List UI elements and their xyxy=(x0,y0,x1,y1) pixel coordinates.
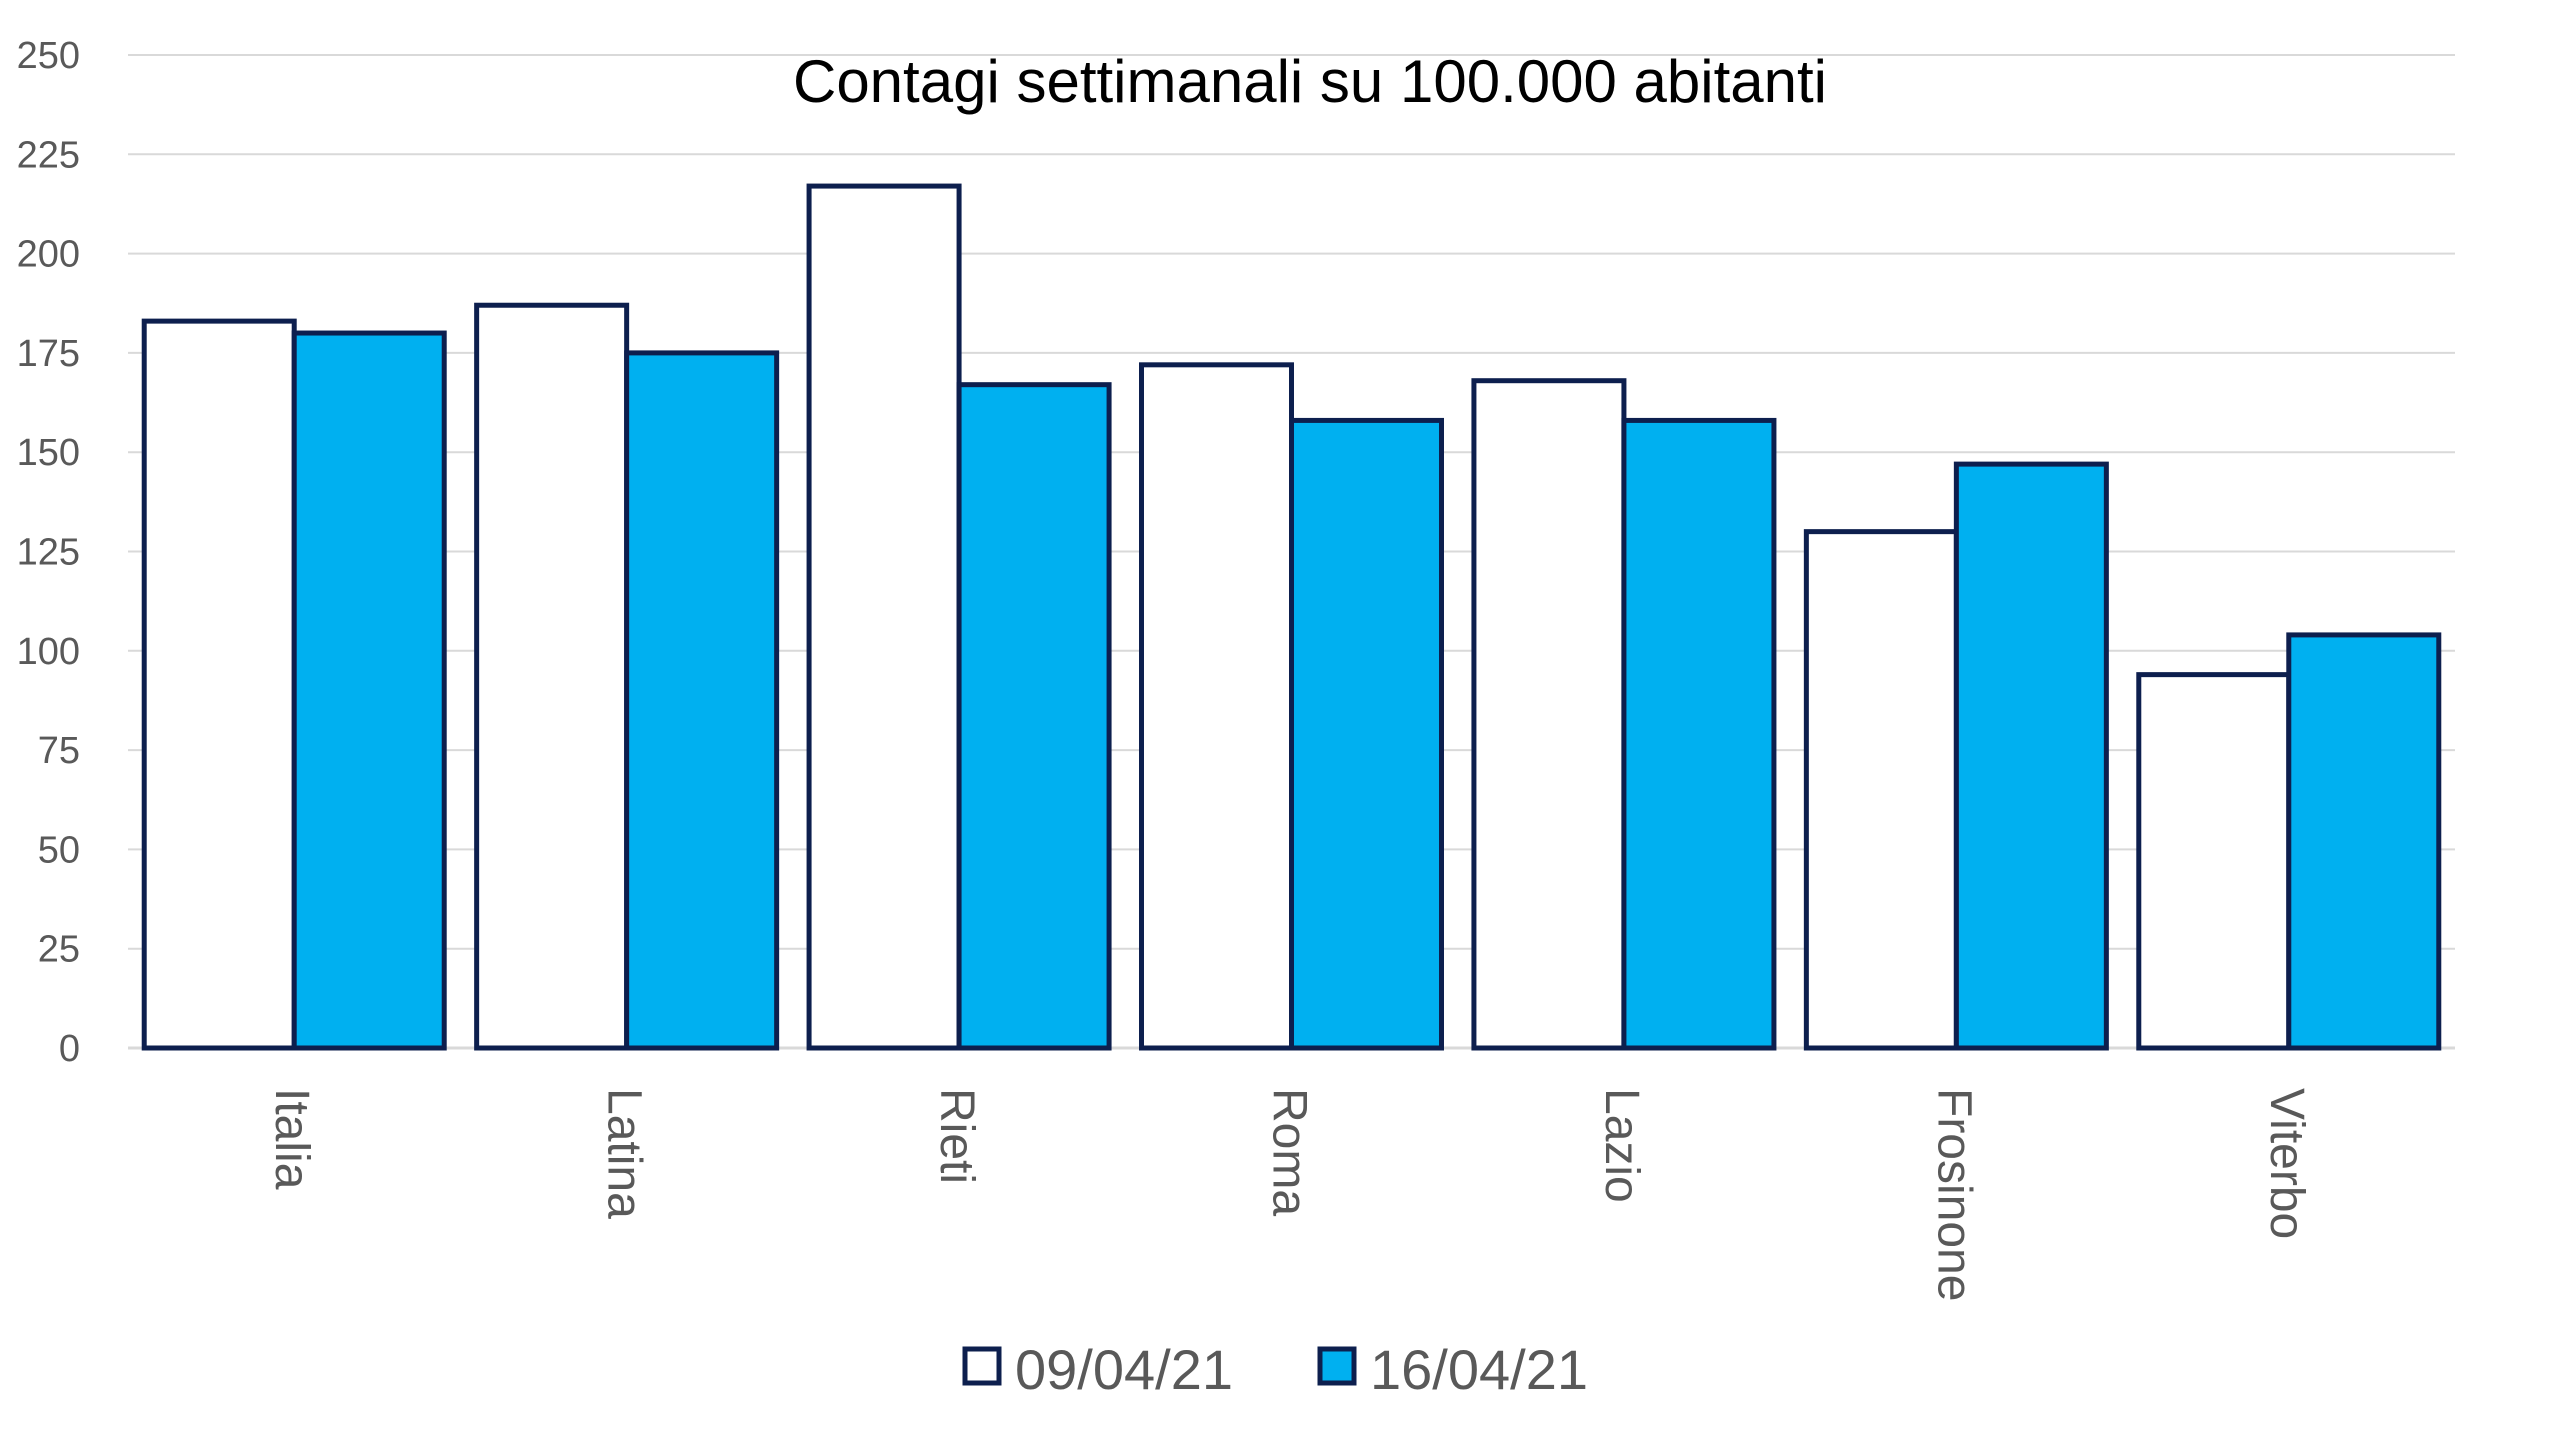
y-tick-label: 75 xyxy=(38,730,80,772)
y-tick-label: 50 xyxy=(38,829,80,871)
y-axis-tick-labels: 0 25 50 75 100 125 150 175 200 225 250 xyxy=(17,35,80,1070)
chart-title: Contagi settimanali su 100.000 abitanti xyxy=(793,48,1827,115)
y-tick-label: 125 xyxy=(17,532,80,574)
x-tick-label: Latina xyxy=(598,1088,651,1219)
y-tick-label: 250 xyxy=(17,35,80,77)
bar-series-2-viterbo xyxy=(2286,632,2442,1051)
bar-series-2-frosinone xyxy=(1953,461,2109,1051)
legend: 09/04/21 16/04/21 xyxy=(962,1338,1588,1401)
bars xyxy=(141,183,2442,1051)
x-tick-label: Roma xyxy=(1263,1088,1316,1216)
x-axis-tick-labels: Italia Latina Rieti Roma Lazio Frosinone Viter… xyxy=(265,1088,2313,1301)
bar-series-2-roma xyxy=(1289,417,1444,1051)
y-tick-label: 200 xyxy=(17,234,80,276)
y-tick-label: 0 xyxy=(59,1028,80,1070)
x-tick-label: Lazio xyxy=(1595,1088,1648,1203)
bar-series-1-viterbo xyxy=(2136,672,2292,1051)
bar-series-1-italia xyxy=(141,318,297,1051)
y-tick-label: 175 xyxy=(17,333,80,375)
x-tick-label: Rieti xyxy=(930,1088,983,1184)
bar-series-1-roma xyxy=(1139,362,1294,1051)
legend-label: 16/04/21 xyxy=(1370,1338,1588,1401)
x-tick-label: Italia xyxy=(265,1088,318,1190)
y-tick-label: 25 xyxy=(38,929,80,971)
legend-swatch xyxy=(1317,1346,1357,1386)
x-tick-label: Frosinone xyxy=(1927,1088,1980,1301)
bar-series-2-italia xyxy=(291,330,447,1051)
x-tick-label: Viterbo xyxy=(2260,1088,2313,1239)
bar-series-2-lazio xyxy=(1621,417,1777,1051)
y-tick-label: 150 xyxy=(17,432,80,474)
bar-series-1-latina xyxy=(474,302,630,1051)
bar-series-2-latina xyxy=(624,350,780,1051)
bar-series-1-frosinone xyxy=(1803,529,1959,1051)
bar-series-1-rieti xyxy=(806,183,962,1051)
y-tick-label: 225 xyxy=(17,134,80,176)
bar-series-1-lazio xyxy=(1471,378,1627,1051)
legend-swatch xyxy=(962,1346,1002,1386)
bar-series-2-rieti xyxy=(956,382,1112,1051)
y-tick-label: 100 xyxy=(17,631,80,673)
legend-label: 09/04/21 xyxy=(1015,1338,1233,1401)
